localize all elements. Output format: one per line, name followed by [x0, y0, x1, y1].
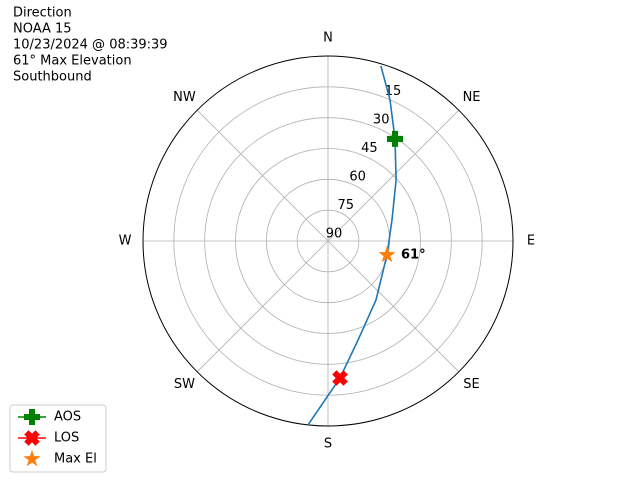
- theta-tick-label: N: [323, 31, 333, 46]
- legend-label: LOS: [54, 431, 79, 446]
- legend-marker: [24, 430, 40, 446]
- annotation: 61°: [401, 247, 426, 262]
- grid-ring: [296, 209, 360, 273]
- marker-x: [332, 370, 348, 386]
- r-tick-label: 75: [338, 198, 355, 213]
- title-line: 10/23/2024 @ 08:39:39: [13, 38, 168, 53]
- r-tick-label: 45: [361, 141, 378, 156]
- legend-marker: [24, 409, 40, 425]
- legend-marker: [23, 450, 41, 467]
- marker-star: [378, 245, 396, 263]
- track-line: [307, 65, 397, 426]
- theta-tick-label: NE: [463, 90, 481, 105]
- theta-tick-label: W: [119, 234, 132, 249]
- theta-tick-label: SW: [174, 377, 195, 392]
- grid-ring: [204, 117, 452, 365]
- title-line: Southbound: [13, 70, 92, 85]
- legend-label: AOS: [54, 410, 81, 425]
- marker-plus: [387, 130, 403, 147]
- r-tick-label: 60: [349, 170, 366, 185]
- theta-tick-label: NW: [173, 90, 196, 105]
- legend-label: Max El: [54, 452, 97, 467]
- grid-ring: [235, 148, 421, 334]
- title-line: 61° Max Elevation: [13, 54, 132, 69]
- theta-tick-label: E: [527, 234, 535, 249]
- title-line: NOAA 15: [13, 22, 72, 37]
- theta-tick-label: S: [324, 437, 332, 452]
- title-line: Direction: [13, 6, 72, 21]
- r-tick-label: 90: [326, 227, 343, 242]
- r-tick-label: 30: [373, 113, 390, 128]
- theta-tick-label: SE: [463, 377, 479, 392]
- polar-frame: [142, 55, 514, 427]
